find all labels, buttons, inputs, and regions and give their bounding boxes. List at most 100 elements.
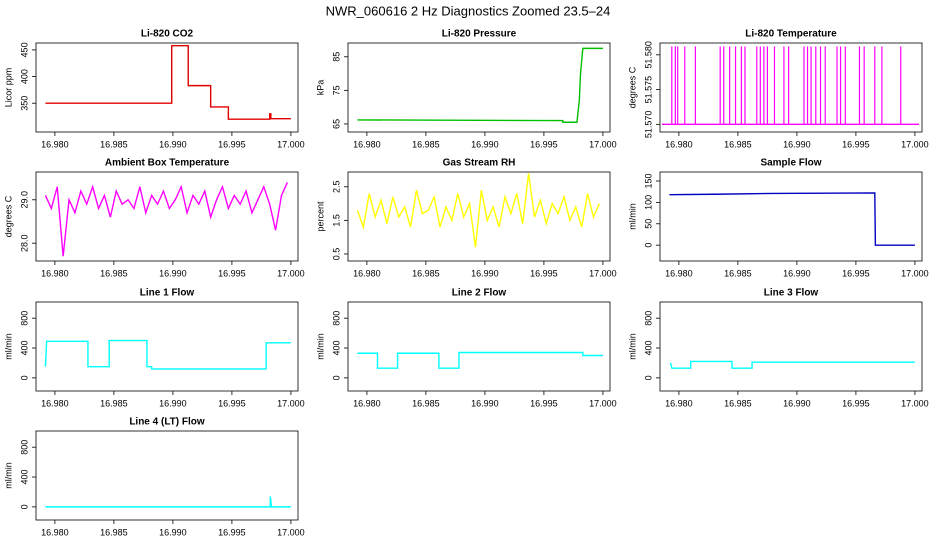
x-tick-label: 16.985	[412, 139, 440, 149]
y-tick-label: 400	[19, 470, 29, 485]
y-tick-label: 400	[643, 341, 653, 356]
data-line	[44, 339, 291, 370]
plot-frame	[347, 42, 611, 133]
y-tick-label: 400	[331, 341, 341, 356]
y-tick-label: 400	[19, 341, 29, 356]
plot-frame	[347, 301, 611, 392]
panel-title: Li-820 Temperature	[745, 29, 837, 40]
y-tick-label: 350	[19, 96, 29, 111]
panel-title: Li-820 CO2	[141, 29, 194, 40]
plot-frame	[35, 171, 299, 262]
x-tick-label: 16.980	[353, 398, 381, 408]
x-tick-label: 16.995	[530, 139, 558, 149]
data-line	[669, 360, 915, 369]
x-tick-label: 16.995	[530, 398, 558, 408]
panel-title: Line 4 (LT) Flow	[129, 417, 205, 428]
y-axis-label: ml/min	[627, 203, 637, 230]
x-tick-label: 16.985	[100, 398, 128, 408]
x-tick-label: 16.980	[41, 139, 69, 149]
x-tick-label: 17.000	[277, 398, 305, 408]
x-tick-label: 17.000	[277, 268, 305, 278]
data-line	[44, 182, 289, 257]
plot-frame	[659, 301, 923, 392]
x-tick-label: 16.990	[471, 139, 499, 149]
x-tick-label: 16.985	[724, 268, 752, 278]
y-axis-label: ml/min	[627, 333, 637, 360]
x-tick-label: 16.985	[412, 398, 440, 408]
y-tick-label: 100	[643, 195, 653, 210]
x-tick-label: 16.995	[218, 139, 246, 149]
x-tick-label: 16.985	[724, 398, 752, 408]
y-tick-label: 450	[19, 42, 29, 57]
x-tick-label: 17.000	[277, 139, 305, 149]
x-tick-label: 16.990	[783, 268, 811, 278]
x-tick-label: 16.995	[218, 398, 246, 408]
y-tick-label: 51.575	[643, 76, 653, 104]
panel-title: Ambient Box Temperature	[105, 158, 230, 169]
x-tick-label: 16.980	[353, 139, 381, 149]
y-axis-label: ml/min	[315, 333, 325, 360]
x-tick-label: 16.985	[100, 268, 128, 278]
x-tick-label: 16.990	[159, 527, 187, 537]
panel-title: Gas Stream RH	[443, 158, 516, 169]
y-tick-label: 75	[331, 85, 341, 95]
x-tick-label: 16.990	[783, 398, 811, 408]
x-tick-label: 16.990	[471, 268, 499, 278]
data-line	[357, 351, 603, 369]
x-tick-label: 16.980	[41, 268, 69, 278]
y-tick-label: 800	[19, 440, 29, 455]
data-line	[669, 192, 915, 246]
x-tick-label: 16.995	[530, 268, 558, 278]
x-tick-label: 17.000	[589, 398, 617, 408]
plot-frame	[347, 171, 611, 262]
data-line	[357, 47, 603, 123]
y-tick-label: 51.570	[643, 111, 653, 139]
y-axis-label: degrees C	[627, 66, 637, 108]
x-tick-label: 16.990	[471, 398, 499, 408]
panel-title: Sample Flow	[760, 158, 821, 169]
y-tick-label: 65	[331, 119, 341, 129]
x-tick-label: 17.000	[901, 268, 929, 278]
y-axis-label: Licor ppm	[3, 68, 13, 108]
x-tick-label: 16.995	[218, 527, 246, 537]
x-tick-label: 16.980	[665, 139, 693, 149]
y-tick-label: 0.5	[331, 248, 341, 261]
x-tick-label: 17.000	[901, 139, 929, 149]
x-tick-label: 17.000	[277, 527, 305, 537]
y-tick-label: 400	[19, 69, 29, 84]
y-tick-label: 50	[643, 219, 653, 229]
y-axis-label: degrees C	[3, 195, 13, 237]
x-tick-label: 16.980	[353, 268, 381, 278]
panel-title: Line 2 Flow	[452, 288, 507, 299]
x-tick-label: 16.980	[665, 268, 693, 278]
x-tick-label: 16.990	[783, 139, 811, 149]
y-tick-label: 2.5	[331, 181, 341, 194]
y-tick-label: 800	[19, 311, 29, 326]
x-tick-label: 16.980	[665, 398, 693, 408]
plot-frame	[35, 42, 299, 133]
y-tick-label: 1.5	[331, 214, 341, 227]
x-tick-label: 16.985	[412, 268, 440, 278]
x-tick-label: 16.985	[100, 527, 128, 537]
data-line	[356, 173, 601, 248]
panel-title: Line 3 Flow	[764, 288, 819, 299]
plot-frame	[659, 171, 923, 262]
y-axis-label: ml/min	[3, 462, 13, 489]
x-tick-label: 16.980	[41, 527, 69, 537]
y-tick-label: 0	[19, 375, 29, 380]
x-tick-label: 16.990	[159, 268, 187, 278]
y-tick-label: 150	[643, 173, 653, 188]
y-tick-label: 0	[19, 504, 29, 509]
y-tick-label: 29.0	[19, 191, 29, 209]
y-tick-label: 0	[643, 375, 653, 380]
y-tick-label: 51.580	[643, 41, 653, 69]
y-axis-label: percent	[315, 201, 325, 232]
x-tick-label: 16.995	[842, 139, 870, 149]
y-tick-label: 800	[331, 311, 341, 326]
y-axis-label: kPa	[315, 80, 325, 96]
y-tick-label: 85	[331, 52, 341, 62]
x-tick-label: 17.000	[589, 139, 617, 149]
data-line	[45, 496, 291, 508]
